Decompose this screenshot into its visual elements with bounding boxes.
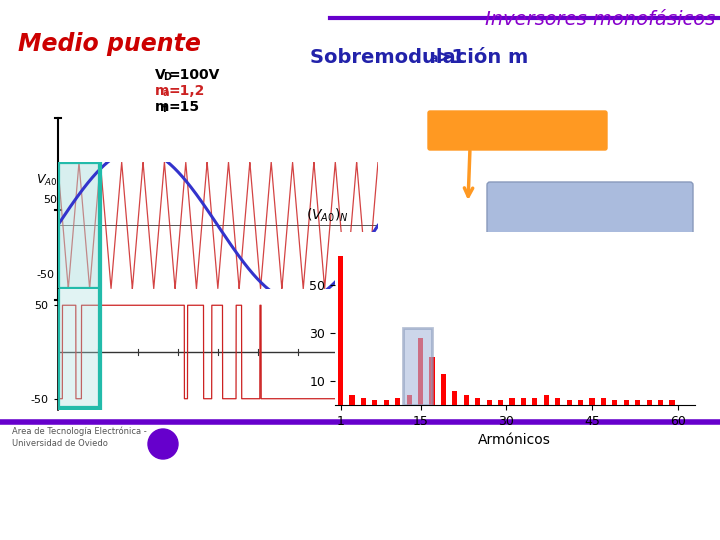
Text: f: f	[163, 104, 167, 114]
Text: >1: >1	[436, 48, 466, 67]
Text: (V: (V	[440, 122, 459, 137]
Bar	[58, 268, 100, 408]
Bar	[624, 400, 629, 405]
Bar	[58, 162, 100, 289]
Bar	[487, 400, 492, 405]
Bar	[567, 400, 572, 405]
Bar	[590, 398, 595, 405]
Text: a: a	[430, 52, 438, 65]
Bar	[372, 400, 377, 405]
Text: m: m	[155, 100, 169, 114]
Text: -50: -50	[36, 270, 54, 280]
Text: $V_{A0}$: $V_{A0}$	[36, 172, 58, 187]
Bar	[658, 400, 663, 405]
Text: m: m	[155, 84, 169, 98]
Text: Area de Tecnología Electrónica -
Universidad de Oviedo: Area de Tecnología Electrónica - Univers…	[12, 427, 147, 448]
Text: Armónicos de baja
frecuencia: Armónicos de baja frecuencia	[510, 199, 669, 236]
Bar	[429, 357, 434, 405]
FancyBboxPatch shape	[144, 330, 477, 396]
Text: 50: 50	[43, 195, 57, 205]
Text: =1,2: =1,2	[168, 84, 204, 98]
FancyArrowPatch shape	[551, 334, 608, 377]
Bar	[384, 400, 389, 405]
Text: >V: >V	[483, 122, 508, 137]
FancyBboxPatch shape	[428, 111, 607, 150]
Bar	[600, 398, 606, 405]
Text: Sobremodulación m: Sobremodulación m	[310, 48, 528, 67]
Text: 1: 1	[477, 129, 484, 138]
Text: $(V_{A0})_N$: $(V_{A0})_N$	[306, 206, 348, 224]
Bar	[521, 398, 526, 405]
Bar	[349, 395, 354, 405]
Text: V: V	[155, 68, 166, 82]
Text: =15: =15	[168, 100, 199, 114]
Bar	[403, 328, 432, 405]
FancyArrowPatch shape	[130, 325, 195, 369]
Text: D: D	[163, 72, 171, 82]
Bar	[647, 400, 652, 405]
Text: D: D	[502, 130, 510, 139]
Bar	[361, 398, 366, 405]
Bar	[612, 400, 617, 405]
Text: /2: /2	[508, 122, 524, 137]
Bar	[418, 338, 423, 405]
FancyBboxPatch shape	[487, 182, 693, 253]
Text: 🎓: 🎓	[159, 437, 167, 451]
Bar	[452, 390, 457, 405]
Bar	[509, 398, 515, 405]
Bar	[532, 398, 537, 405]
Bar	[395, 398, 400, 405]
Bar	[635, 400, 640, 405]
Bar	[670, 400, 675, 405]
Text: tiempo: tiempo	[286, 325, 334, 339]
Bar	[441, 374, 446, 405]
Circle shape	[148, 429, 178, 459]
Text: Los efectos aparecen en el
contenido armónico: Los efectos aparecen en el contenido arm…	[195, 338, 425, 373]
Bar	[464, 395, 469, 405]
Bar	[498, 400, 503, 405]
Bar	[544, 395, 549, 405]
Text: Inversores monofásicos: Inversores monofásicos	[485, 10, 715, 29]
X-axis label: Armónicos: Armónicos	[478, 433, 552, 447]
Text: =100V: =100V	[168, 68, 220, 82]
Bar	[338, 256, 343, 405]
Bar	[578, 400, 583, 405]
Text: ): )	[470, 122, 477, 137]
Text: Medio puente: Medio puente	[18, 32, 201, 56]
Bar	[407, 395, 412, 405]
Text: A0: A0	[458, 130, 472, 139]
Bar	[555, 398, 560, 405]
Text: a: a	[163, 88, 169, 98]
Bar	[475, 398, 480, 405]
